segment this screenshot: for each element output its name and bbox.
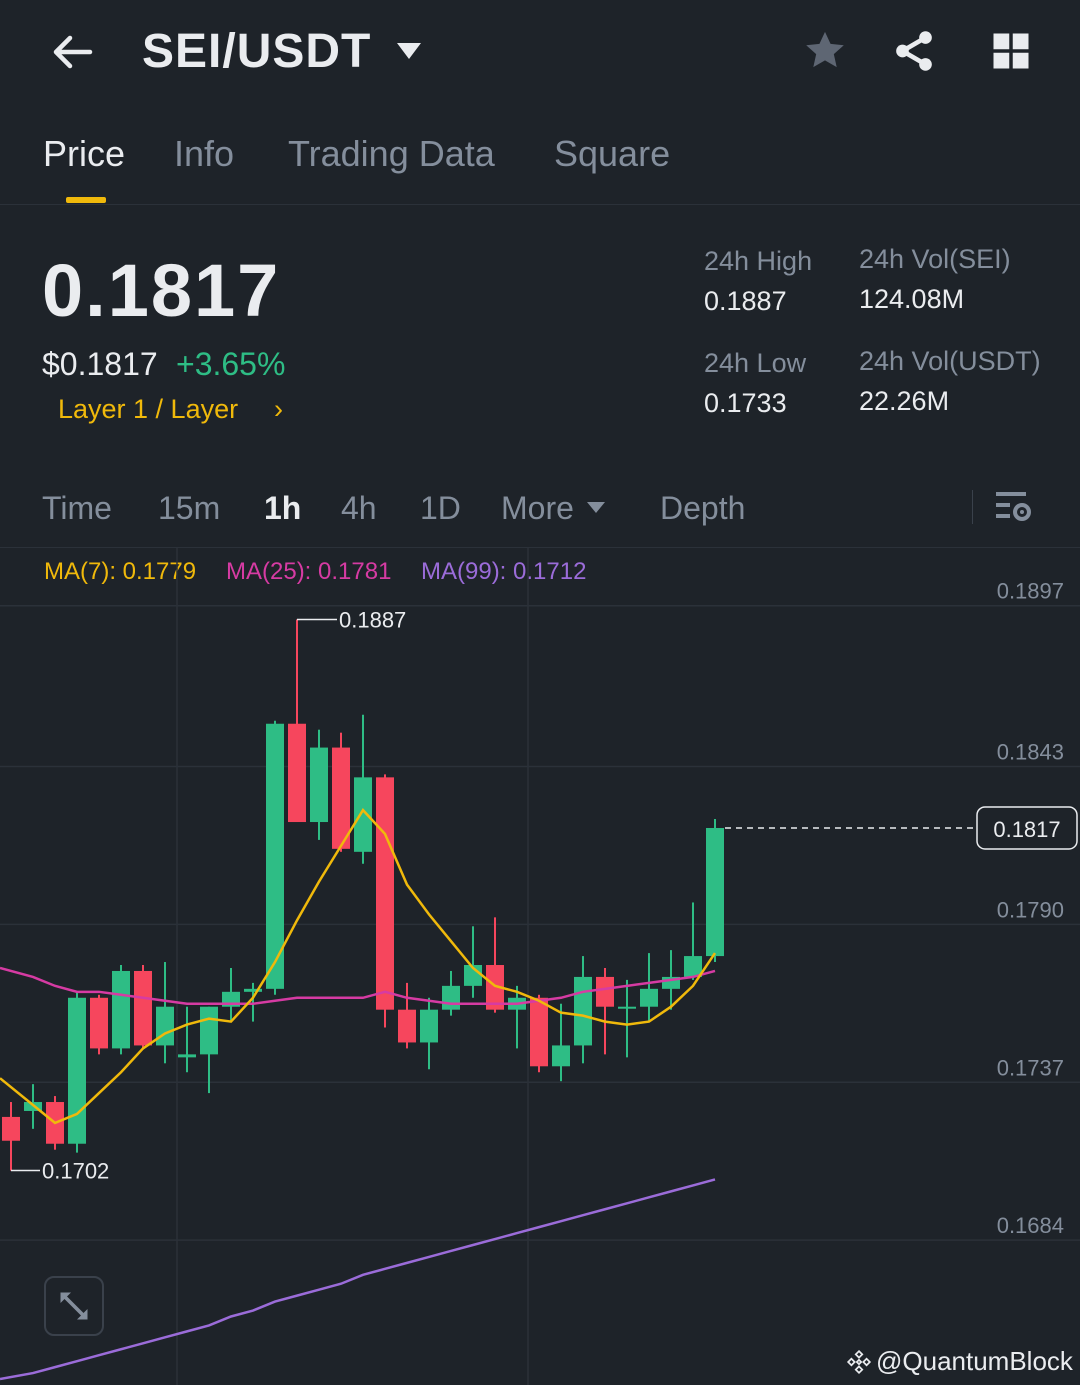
current-price-tag [976,806,1078,850]
candle[interactable] [552,1003,570,1082]
share-icon [896,31,932,71]
y-tick-label: 0.1843 [997,740,1064,765]
stat-low-label: 24h Low [704,348,807,378]
interval-more[interactable]: More [501,490,574,526]
ma25-legend: MA(25): 0.1781 [226,558,392,585]
watermark-text: @QuantumBlock [876,1346,1073,1376]
interval-time[interactable]: Time [42,490,112,526]
candle[interactable] [574,956,592,1064]
share-button[interactable] [889,26,939,76]
candle[interactable] [68,991,86,1153]
expand-icon [60,1292,88,1320]
price-usd: $0.1817 [42,346,158,382]
price-labels: 0.1887 0.1702 0.1817 [11,607,1078,1184]
layout-button[interactable] [986,26,1036,76]
favorite-button[interactable] [800,26,850,76]
stat-vol-base-value: 124.08M [859,284,965,314]
ma7-legend: MA(7): 0.1779 [44,558,197,585]
stat-vol-base-label: 24h Vol(SEI) [859,244,1011,274]
stat-vol-quote-label: 24h Vol(USDT) [859,346,1041,376]
candle[interactable] [2,1102,20,1171]
tab-info[interactable]: Info [174,133,235,174]
interval-4h[interactable]: 4h [341,490,377,526]
candle[interactable] [420,997,438,1070]
candle[interactable] [134,965,152,1049]
candles [2,619,724,1171]
ma99-line [0,1178,716,1381]
y-tick-label: 0.1737 [997,1055,1064,1080]
candle[interactable] [640,953,658,1022]
candle[interactable] [288,619,306,823]
top-bar: SEI/USDT [0,0,1080,105]
main-tabs: Price Info Trading Data Square [0,115,1080,205]
candle[interactable] [178,1006,196,1073]
stat-high-value: 0.1887 [704,286,787,316]
candle[interactable] [112,965,130,1055]
chart-settings-icon[interactable] [992,486,1034,528]
current-price-label: 0.1817 [993,817,1060,842]
y-tick-label: 0.1897 [997,579,1064,604]
candle[interactable] [442,970,460,1016]
binance-logo-icon [846,1349,872,1374]
tab-square[interactable]: Square [554,133,671,174]
candle[interactable] [618,979,636,1058]
candle[interactable] [376,774,394,1028]
candle[interactable] [486,917,504,1013]
tab-price[interactable]: Price [43,133,126,174]
candle[interactable] [332,732,350,852]
candle[interactable] [596,967,614,1055]
interval-1d[interactable]: 1D [420,490,461,526]
ma-lines [0,808,717,1125]
ma7-series [0,808,717,1125]
stat-vol-quote-value: 22.26M [859,386,950,416]
stat-high-label: 24h High [704,246,813,276]
last-price: 0.1817 [42,249,281,332]
caret-down-icon[interactable] [586,500,606,514]
candle[interactable] [530,994,548,1073]
stat-low-value: 0.1733 [704,388,787,418]
max-price-label: 0.1887 [339,607,406,632]
chart-grid [0,548,1080,1385]
divider [972,490,973,524]
grid-icon [993,33,1029,69]
min-price-label: 0.1702 [42,1159,109,1184]
candle[interactable] [156,962,174,1064]
pair-title[interactable]: SEI/USDT [142,25,372,78]
watermark: @QuantumBlock [846,1346,1073,1377]
candle[interactable] [266,720,284,995]
fullscreen-button[interactable] [44,1276,104,1336]
y-axis: 0.1897 0.1843 0.1790 0.1737 0.1684 [997,579,1064,1238]
interval-1h[interactable]: 1h [264,490,302,526]
ma99-series [0,1178,716,1381]
y-tick-label: 0.1684 [997,1213,1064,1238]
interval-depth[interactable]: Depth [660,490,746,526]
back-arrow-icon [53,35,93,69]
ma25-series [0,966,716,1005]
active-tab-indicator [66,197,106,203]
candle[interactable] [354,714,372,864]
ma99-legend: MA(99): 0.1712 [421,558,587,585]
tab-trading-data[interactable]: Trading Data [288,133,495,174]
back-button[interactable] [44,24,100,80]
category-tag-link[interactable]: Layer 1 / Layer [58,394,239,424]
candle[interactable] [706,819,724,963]
interval-15m[interactable]: 15m [158,490,221,526]
candle[interactable] [244,982,262,1022]
candle[interactable] [684,902,702,980]
candle[interactable] [310,729,328,840]
y-tick-label: 0.1790 [997,897,1064,922]
price-change: +3.65% [176,346,286,382]
candle[interactable] [90,994,108,1055]
chevron-right-icon[interactable]: › [274,394,283,424]
candle[interactable] [398,982,416,1049]
chevron-down-icon[interactable] [395,40,423,62]
interval-bar: Time 15m 1h 4h 1D More Depth [0,470,1080,548]
star-icon [806,31,844,68]
